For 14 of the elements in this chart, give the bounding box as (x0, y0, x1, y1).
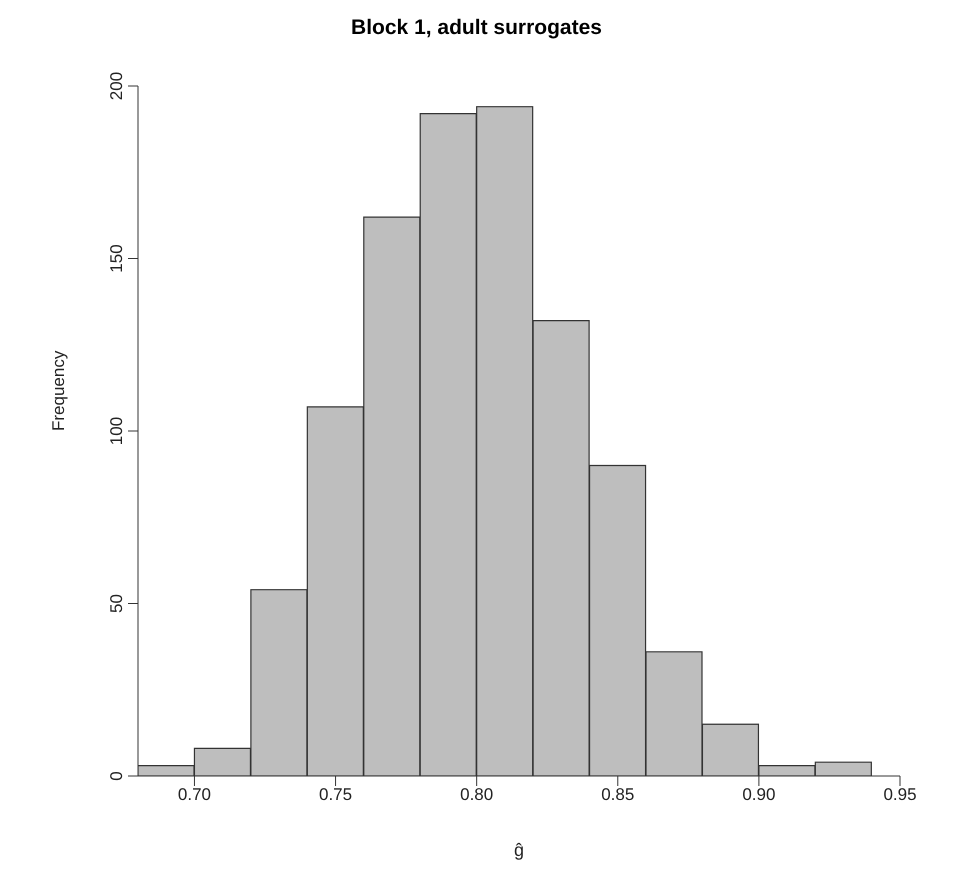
x-tick-label: 0.85 (601, 785, 634, 804)
x-tick-label: 0.80 (460, 785, 494, 804)
y-tick-label: 0 (107, 771, 126, 781)
x-tick-label: 0.70 (178, 785, 211, 804)
chart-title: Block 1, adult surrogates (350, 15, 603, 41)
x-axis-title: ĝ (514, 840, 524, 860)
y-tick-label: 100 (107, 416, 126, 446)
x-tick-label: 0.95 (883, 785, 917, 804)
y-tick-label: 150 (107, 244, 126, 273)
x-tick-label: 0.75 (319, 785, 352, 804)
y-tick-label: 200 (107, 72, 126, 100)
y-axis-title: Frequency (49, 350, 68, 431)
y-tick-label: 50 (107, 594, 126, 613)
x-tick-label: 0.90 (742, 785, 776, 804)
